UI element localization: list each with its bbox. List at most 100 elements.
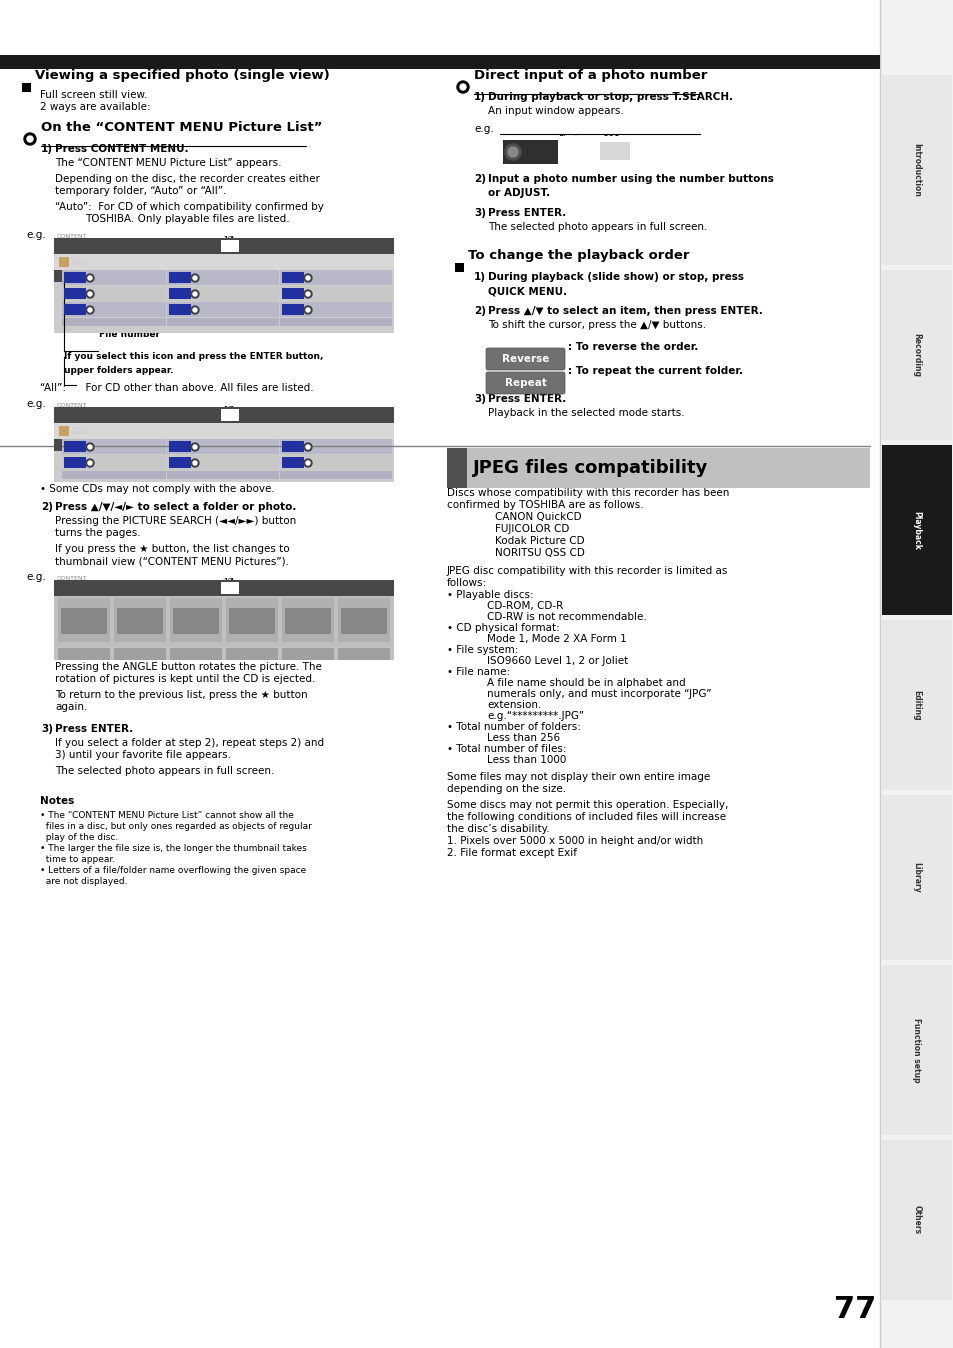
Bar [54, 407, 394, 423]
Bar [169, 288, 191, 299]
Bar [62, 439, 166, 454]
Bar [337, 648, 390, 661]
Text: upper folders appear.: upper folders appear. [64, 367, 173, 375]
Bar [54, 239, 394, 253]
Bar [502, 140, 558, 164]
Bar [167, 439, 278, 454]
Circle shape [88, 445, 91, 449]
Text: • Letters of a file/folder name overflowing the given space: • Letters of a file/folder name overflow… [40, 865, 306, 875]
Circle shape [86, 290, 94, 298]
Text: If you select this icon and press the ENTER button,: If you select this icon and press the EN… [64, 352, 323, 361]
Text: 007: 007 [66, 301, 77, 305]
Text: DH100001: DH100001 [314, 437, 342, 442]
Text: Others: Others [911, 1205, 921, 1235]
Text: If you select a folder at step 2), repeat steps 2) and: If you select a folder at step 2), repea… [55, 737, 324, 748]
Text: Press ENTER.: Press ENTER. [488, 394, 566, 404]
Text: • The larger the file size is, the longer the thumbnail takes: • The larger the file size is, the longe… [40, 844, 307, 853]
Text: depending on the size.: depending on the size. [447, 785, 565, 794]
Text: • File name:: • File name: [447, 667, 510, 677]
Bar [882, 795, 951, 960]
Text: CANON QuickCD: CANON QuickCD [495, 512, 581, 522]
Text: DH100004: DH100004 [96, 453, 124, 458]
Circle shape [86, 443, 94, 452]
Bar [167, 270, 278, 284]
Circle shape [88, 461, 91, 465]
Text: 2 ways are available:: 2 ways are available: [40, 102, 151, 112]
Circle shape [507, 147, 517, 156]
Bar [0, 55, 879, 69]
Text: CONTENT: CONTENT [57, 576, 88, 581]
Text: 001A: 001A [60, 644, 72, 648]
Text: The “CONTENT MENU Picture List” appears.: The “CONTENT MENU Picture List” appears. [55, 158, 281, 168]
Text: CD: CD [372, 404, 381, 408]
Text: 003A: 003A [172, 631, 185, 636]
Bar [62, 302, 166, 317]
Bar [882, 445, 951, 615]
Text: “All”:      For CD other than above. All files are listed.: “All”: For CD other than above. All file… [40, 383, 314, 394]
Text: • Some CDs may not comply with the above.: • Some CDs may not comply with the above… [40, 484, 274, 493]
Text: e.g.: e.g. [26, 399, 46, 408]
Text: 006A: 006A [339, 644, 353, 648]
Bar [167, 456, 278, 470]
Bar [62, 270, 166, 284]
Bar [340, 608, 387, 634]
Text: 2): 2) [474, 174, 485, 183]
Bar [447, 448, 467, 488]
Text: 006A: 006A [339, 631, 353, 636]
Circle shape [193, 276, 196, 280]
Text: DH100002: DH100002 [201, 437, 229, 442]
Circle shape [304, 306, 312, 314]
Text: confirmed by TOSHIBA are as follows.: confirmed by TOSHIBA are as follows. [447, 500, 643, 510]
Bar [62, 456, 166, 470]
Text: DH100001: DH100001 [314, 268, 342, 274]
Bar [882, 75, 951, 266]
Circle shape [504, 144, 520, 160]
Text: A file name should be in alphabet and: A file name should be in alphabet and [486, 678, 685, 687]
Bar [117, 608, 163, 634]
Text: 2): 2) [474, 306, 485, 315]
Circle shape [306, 293, 310, 297]
Text: The selected photo appears in full screen.: The selected photo appears in full scree… [55, 766, 274, 776]
Text: Introduction: Introduction [911, 143, 921, 197]
Text: • File system:: • File system: [447, 644, 517, 655]
Bar [879, 0, 953, 1348]
Text: To return to the previous list, press the ★ button: To return to the previous list, press th… [55, 690, 307, 700]
Text: Playback: Playback [911, 511, 921, 550]
Text: JPEG: JPEG [172, 594, 183, 600]
Text: Page: Page [242, 235, 257, 240]
Text: TOSHIBA. Only playable files are listed.: TOSHIBA. Only playable files are listed. [85, 214, 290, 224]
Text: ►: ► [55, 267, 59, 272]
Text: MENU: MENU [94, 576, 112, 581]
Text: Playback in the selected mode starts.: Playback in the selected mode starts. [488, 408, 684, 418]
Bar [169, 457, 191, 468]
Bar [226, 648, 277, 661]
Text: Depending on the disc, the recorder creates either: Depending on the disc, the recorder crea… [55, 174, 319, 183]
Circle shape [306, 445, 310, 449]
Text: 003A: 003A [172, 644, 185, 648]
Circle shape [459, 84, 465, 90]
Text: Some files may not display their own entire image: Some files may not display their own ent… [447, 772, 709, 782]
Text: The selected photo appears in full screen.: The selected photo appears in full scree… [488, 222, 706, 232]
Circle shape [191, 274, 199, 282]
Text: Repeat: Repeat [504, 377, 546, 388]
Circle shape [88, 293, 91, 297]
Circle shape [86, 274, 94, 282]
Text: DH100001: DH100001 [201, 453, 229, 458]
Text: DH100001: DH100001 [96, 437, 124, 442]
Text: JPEG: JPEG [60, 594, 71, 600]
Circle shape [456, 81, 469, 93]
Bar [169, 441, 191, 452]
Text: or ADJUST.: or ADJUST. [488, 187, 550, 198]
Text: 001: 001 [66, 437, 77, 442]
Text: Mode 1, Mode 2 XA Form 1: Mode 1, Mode 2 XA Form 1 [486, 634, 626, 644]
FancyBboxPatch shape [485, 348, 564, 369]
Circle shape [304, 443, 312, 452]
Text: : To reverse the order.: : To reverse the order. [567, 342, 698, 352]
Bar [282, 272, 304, 283]
Bar [882, 445, 951, 615]
Bar [282, 457, 304, 468]
Text: 001: 001 [66, 268, 77, 274]
Text: QUICK MENU.: QUICK MENU. [488, 286, 566, 297]
Circle shape [27, 136, 33, 142]
Text: rotation of pictures is kept until the CD is ejected.: rotation of pictures is kept until the C… [55, 674, 315, 683]
